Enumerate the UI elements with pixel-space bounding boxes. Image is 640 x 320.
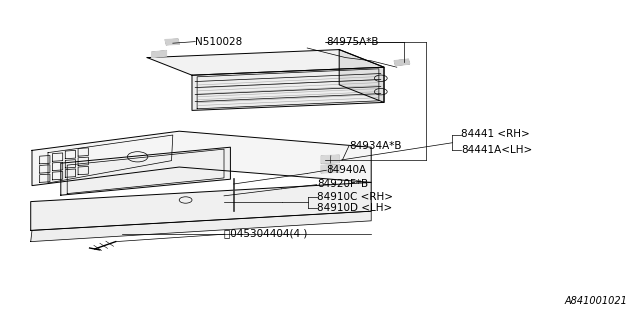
Polygon shape [321, 155, 339, 163]
Polygon shape [321, 165, 339, 173]
Polygon shape [31, 182, 371, 230]
Polygon shape [339, 50, 384, 102]
Polygon shape [394, 59, 410, 66]
Text: Ⓝ045304404(4 ): Ⓝ045304404(4 ) [224, 228, 307, 239]
Polygon shape [152, 51, 166, 58]
Text: A841001021: A841001021 [564, 296, 627, 306]
Polygon shape [192, 67, 384, 110]
Text: 84441A<LH>: 84441A<LH> [461, 145, 532, 156]
Polygon shape [165, 39, 179, 45]
Text: 84910C <RH>: 84910C <RH> [317, 192, 393, 202]
Text: 84975A*B: 84975A*B [326, 36, 379, 47]
Text: 84441 <RH>: 84441 <RH> [461, 129, 529, 140]
Text: 84920F*B: 84920F*B [317, 179, 368, 189]
Polygon shape [32, 131, 371, 186]
Text: 84910D <LH>: 84910D <LH> [317, 203, 392, 213]
Text: 84934A*B: 84934A*B [349, 140, 401, 151]
Polygon shape [61, 147, 230, 195]
Polygon shape [31, 211, 371, 242]
Polygon shape [147, 50, 384, 75]
Text: N510028: N510028 [195, 36, 243, 47]
Text: 84940A: 84940A [326, 164, 367, 175]
